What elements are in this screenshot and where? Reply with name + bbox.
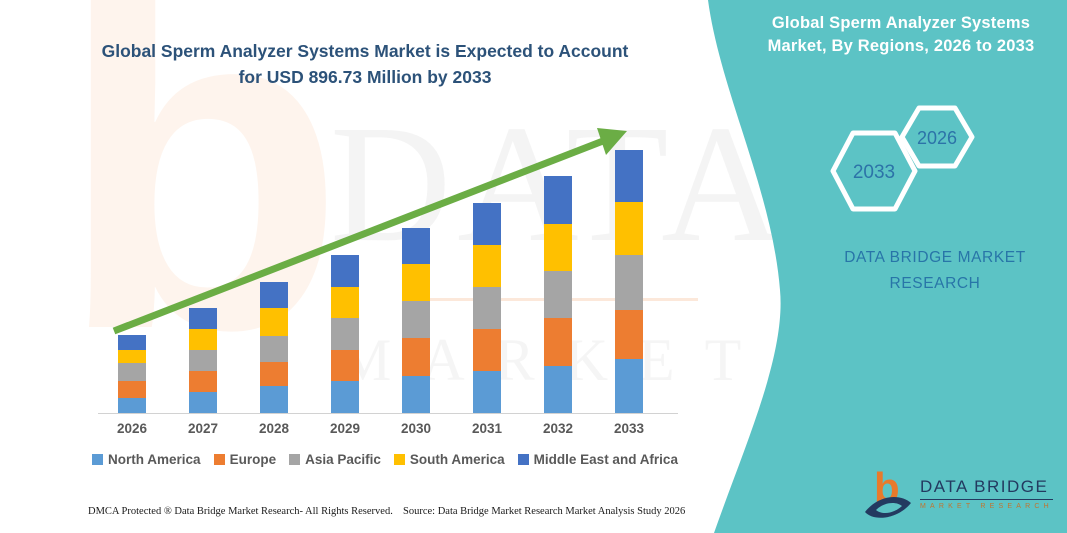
x-axis-label-2030: 2030 bbox=[400, 421, 432, 436]
chart-title-line1: Global Sperm Analyzer Systems Market is … bbox=[101, 41, 629, 61]
bar-2028 bbox=[260, 281, 288, 413]
x-axis-line bbox=[98, 413, 678, 414]
bar-segment-2028-middle-east-and-africa bbox=[260, 281, 288, 309]
bar-segment-2028-south-america bbox=[260, 308, 288, 336]
hexagon-2033-label: 2033 bbox=[853, 162, 895, 183]
x-axis-label-2029: 2029 bbox=[329, 421, 361, 436]
x-axis-labels: 2026 2027 2028 2029 2030 2031 2032 2033 bbox=[100, 421, 665, 441]
dbmr-logo-text: DATA BRIDGE MARKET RESEARCH bbox=[920, 477, 1053, 510]
bar-segment-2033-europe bbox=[615, 310, 643, 359]
bar-segment-2026-asia-pacific bbox=[118, 363, 146, 382]
bar-segment-2032-middle-east-and-africa bbox=[544, 176, 572, 224]
x-axis-label-2033: 2033 bbox=[613, 421, 645, 436]
x-axis-label-2032: 2032 bbox=[542, 421, 574, 436]
legend-item-europe: Europe bbox=[213, 452, 277, 467]
legend-swatch bbox=[517, 454, 529, 465]
bar-2030 bbox=[402, 227, 430, 413]
panel-title-line1: Global Sperm Analyzer Systems bbox=[771, 14, 1031, 32]
legend-item-north-america: North America bbox=[92, 452, 201, 467]
legend-item-asia-pacific: Asia Pacific bbox=[289, 452, 381, 467]
bar-segment-2031-south-america bbox=[473, 245, 501, 288]
legend-label: Middle East and Africa bbox=[533, 452, 678, 467]
dbmr-logo-mark: b bbox=[865, 466, 911, 518]
chart-title: Global Sperm Analyzer Systems Market is … bbox=[85, 38, 645, 90]
bar-2033 bbox=[615, 150, 643, 413]
hexagon-2026-label: 2026 bbox=[917, 128, 957, 148]
bar-segment-2033-middle-east-and-africa bbox=[615, 150, 643, 203]
bar-segment-2027-middle-east-and-africa bbox=[189, 308, 217, 330]
dbmr-logo: b DATA BRIDGE MARKET RESEARCH bbox=[864, 466, 1053, 520]
logo-subtitle: MARKET RESEARCH bbox=[920, 502, 1053, 510]
bar-segment-2027-asia-pacific bbox=[189, 350, 217, 372]
bar-segment-2026-north-america bbox=[118, 398, 146, 413]
bar-segment-2029-north-america bbox=[331, 381, 359, 413]
legend-label: South America bbox=[409, 452, 505, 467]
bar-segment-2027-europe bbox=[189, 371, 217, 393]
bar-segment-2029-middle-east-and-africa bbox=[331, 254, 359, 287]
bar-segment-2032-europe bbox=[544, 318, 572, 366]
bar-segment-2029-asia-pacific bbox=[331, 318, 359, 350]
legend-swatch bbox=[289, 454, 301, 465]
chart-title-line2: for USD 896.73 Million by 2033 bbox=[238, 67, 492, 87]
bar-segment-2029-south-america bbox=[331, 286, 359, 319]
hexagon-badges: 2033 2026 bbox=[830, 105, 975, 212]
bar-segment-2032-north-america bbox=[544, 365, 572, 413]
legend-label: North America bbox=[108, 452, 201, 467]
bar-segment-2030-south-america bbox=[402, 263, 430, 301]
bar-2026 bbox=[118, 334, 146, 413]
legend-label: Europe bbox=[229, 452, 277, 467]
legend-label: Asia Pacific bbox=[305, 452, 381, 467]
bar-2029 bbox=[331, 254, 359, 413]
dmca-text: DMCA Protected ® Data Bridge Market Rese… bbox=[88, 506, 393, 517]
bar-2031 bbox=[473, 203, 501, 413]
legend-item-middle-east-and-africa: Middle East and Africa bbox=[517, 452, 678, 467]
x-axis-label-2031: 2031 bbox=[471, 421, 503, 436]
bar-segment-2031-north-america bbox=[473, 371, 501, 413]
bar-segment-2027-north-america bbox=[189, 392, 217, 413]
bar-segment-2031-middle-east-and-africa bbox=[473, 203, 501, 246]
bar-segment-2028-asia-pacific bbox=[260, 335, 288, 362]
brand-wordmark-line1: DATA BRIDGE MARKET bbox=[844, 249, 1026, 266]
bar-2032 bbox=[544, 176, 572, 413]
bar-segment-2033-asia-pacific bbox=[615, 255, 643, 310]
bar-chart bbox=[100, 148, 665, 413]
source-text: Source: Data Bridge Market Research Mark… bbox=[403, 506, 686, 517]
bar-2027 bbox=[189, 308, 217, 413]
bar-segment-2033-south-america bbox=[615, 202, 643, 256]
bar-segment-2033-north-america bbox=[615, 359, 643, 413]
bar-segment-2029-europe bbox=[331, 349, 359, 382]
bar-segment-2031-europe bbox=[473, 328, 501, 372]
legend-swatch bbox=[92, 454, 104, 465]
bar-segment-2026-middle-east-and-africa bbox=[118, 334, 146, 350]
bar-segment-2031-asia-pacific bbox=[473, 287, 501, 329]
legend-swatch bbox=[393, 454, 405, 465]
legend-item-south-america: South America bbox=[393, 452, 505, 467]
x-axis-label-2028: 2028 bbox=[258, 421, 290, 436]
legend-swatch bbox=[213, 454, 225, 465]
panel-title-line2: Market, By Regions, 2026 to 2033 bbox=[767, 37, 1035, 55]
bar-segment-2028-north-america bbox=[260, 386, 288, 413]
x-axis-label-2026: 2026 bbox=[116, 421, 148, 436]
brand-wordmark-line2: RESEARCH bbox=[889, 275, 981, 292]
bar-segment-2030-north-america bbox=[402, 376, 430, 413]
x-axis-label-2027: 2027 bbox=[187, 421, 219, 436]
logo-name: DATA BRIDGE bbox=[920, 477, 1053, 500]
panel-title: Global Sperm Analyzer Systems Market, By… bbox=[745, 12, 1057, 58]
bar-segment-2028-europe bbox=[260, 362, 288, 386]
bar-segment-2027-south-america bbox=[189, 329, 217, 351]
bar-segment-2030-europe bbox=[402, 337, 430, 376]
brand-wordmark: DATA BRIDGE MARKET RESEARCH bbox=[785, 245, 1067, 297]
bar-segment-2026-south-america bbox=[118, 349, 146, 364]
chart-legend: North America Europe Asia Pacific South Ame… bbox=[85, 452, 685, 467]
bar-segment-2030-asia-pacific bbox=[402, 300, 430, 338]
bar-segment-2026-europe bbox=[118, 381, 146, 398]
bar-segment-2032-asia-pacific bbox=[544, 270, 572, 319]
bar-segment-2030-middle-east-and-africa bbox=[402, 227, 430, 264]
bar-segment-2032-south-america bbox=[544, 223, 572, 271]
